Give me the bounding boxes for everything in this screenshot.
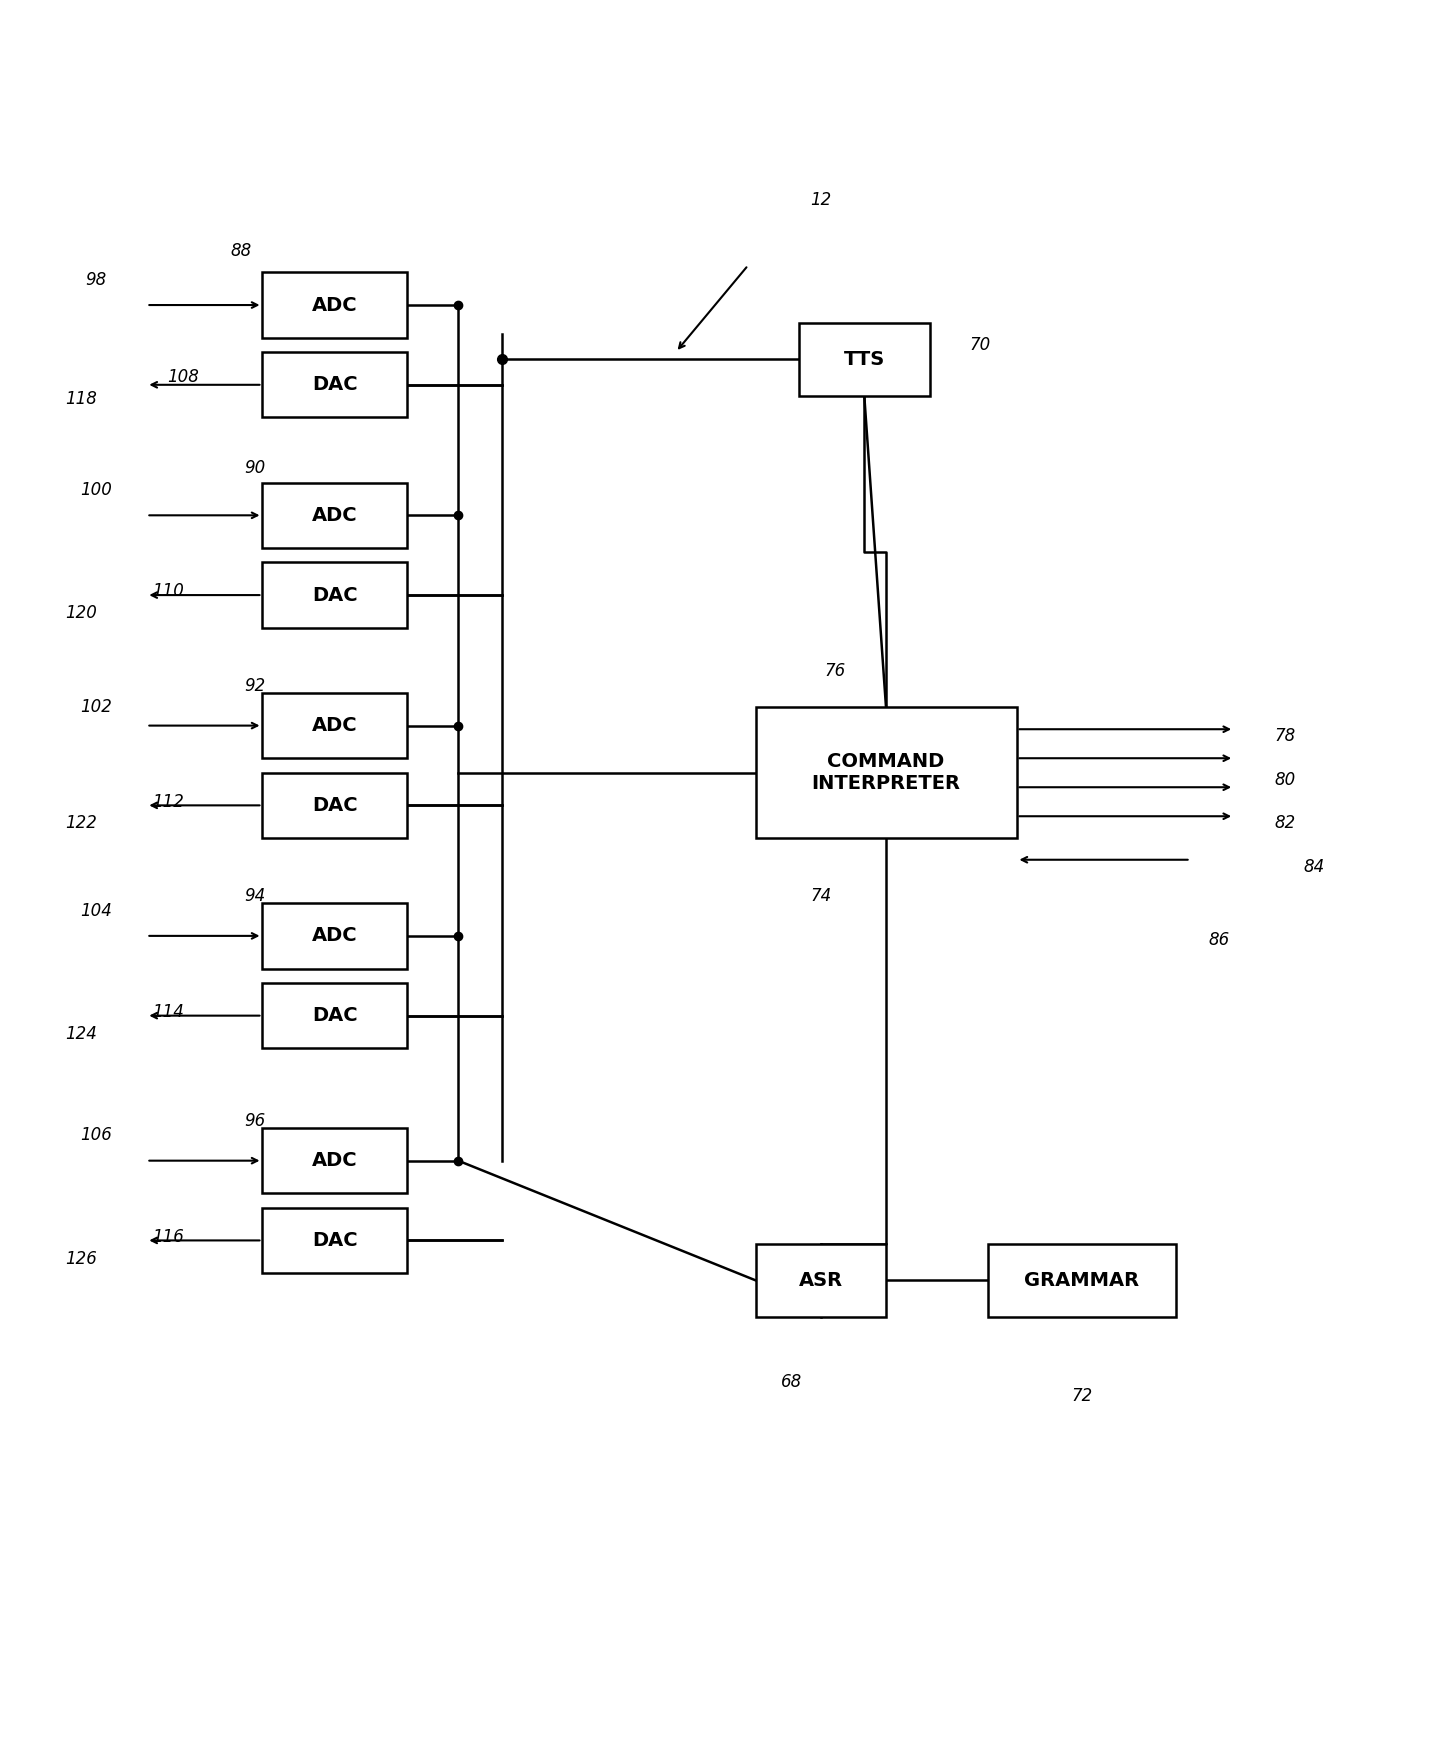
Text: 112: 112 bbox=[153, 793, 185, 811]
Text: 108: 108 bbox=[167, 368, 199, 386]
FancyBboxPatch shape bbox=[263, 903, 407, 968]
Text: 96: 96 bbox=[244, 1112, 266, 1130]
Text: ASR: ASR bbox=[799, 1271, 843, 1291]
Text: 98: 98 bbox=[86, 272, 106, 289]
FancyBboxPatch shape bbox=[263, 483, 407, 548]
Text: 76: 76 bbox=[825, 663, 846, 681]
Text: ADC: ADC bbox=[312, 716, 357, 735]
Text: DAC: DAC bbox=[312, 1007, 357, 1024]
Text: ADC: ADC bbox=[312, 926, 357, 945]
FancyBboxPatch shape bbox=[263, 1208, 407, 1273]
Text: 68: 68 bbox=[782, 1373, 802, 1391]
Text: DAC: DAC bbox=[312, 1231, 357, 1250]
Text: 106: 106 bbox=[80, 1127, 112, 1144]
Text: 84: 84 bbox=[1303, 859, 1325, 876]
FancyBboxPatch shape bbox=[263, 984, 407, 1049]
Text: 72: 72 bbox=[1071, 1387, 1093, 1405]
Text: TTS: TTS bbox=[844, 349, 885, 368]
Text: 104: 104 bbox=[80, 901, 112, 920]
Text: DAC: DAC bbox=[312, 376, 357, 395]
Text: 120: 120 bbox=[65, 605, 97, 622]
Text: 86: 86 bbox=[1209, 931, 1231, 948]
Text: 100: 100 bbox=[80, 481, 112, 499]
Text: 114: 114 bbox=[153, 1003, 185, 1021]
Text: DAC: DAC bbox=[312, 585, 357, 605]
Text: ADC: ADC bbox=[312, 506, 357, 525]
Text: ADC: ADC bbox=[312, 296, 357, 314]
FancyBboxPatch shape bbox=[263, 562, 407, 628]
FancyBboxPatch shape bbox=[756, 707, 1017, 837]
Text: 82: 82 bbox=[1274, 815, 1296, 832]
Text: 74: 74 bbox=[811, 887, 831, 904]
FancyBboxPatch shape bbox=[263, 772, 407, 837]
FancyBboxPatch shape bbox=[263, 693, 407, 758]
Text: 70: 70 bbox=[969, 337, 991, 354]
Text: 80: 80 bbox=[1274, 770, 1296, 790]
Text: 110: 110 bbox=[153, 582, 185, 601]
FancyBboxPatch shape bbox=[756, 1245, 886, 1317]
Text: 78: 78 bbox=[1274, 728, 1296, 746]
Text: 92: 92 bbox=[244, 677, 266, 695]
Text: 116: 116 bbox=[153, 1227, 185, 1246]
Text: COMMAND
INTERPRETER: COMMAND INTERPRETER bbox=[812, 753, 960, 793]
Text: 122: 122 bbox=[65, 815, 97, 832]
Text: 126: 126 bbox=[65, 1250, 97, 1268]
FancyBboxPatch shape bbox=[263, 353, 407, 418]
Text: ADC: ADC bbox=[312, 1151, 357, 1171]
Text: GRAMMAR: GRAMMAR bbox=[1024, 1271, 1139, 1291]
Text: 88: 88 bbox=[230, 242, 251, 259]
Text: 12: 12 bbox=[811, 190, 831, 208]
Text: 102: 102 bbox=[80, 698, 112, 716]
FancyBboxPatch shape bbox=[263, 273, 407, 338]
FancyBboxPatch shape bbox=[799, 323, 930, 395]
Text: DAC: DAC bbox=[312, 795, 357, 815]
Text: 94: 94 bbox=[244, 887, 266, 904]
Text: 90: 90 bbox=[244, 458, 266, 478]
Text: 118: 118 bbox=[65, 390, 97, 407]
Text: 124: 124 bbox=[65, 1024, 97, 1042]
FancyBboxPatch shape bbox=[988, 1245, 1175, 1317]
FancyBboxPatch shape bbox=[263, 1128, 407, 1194]
